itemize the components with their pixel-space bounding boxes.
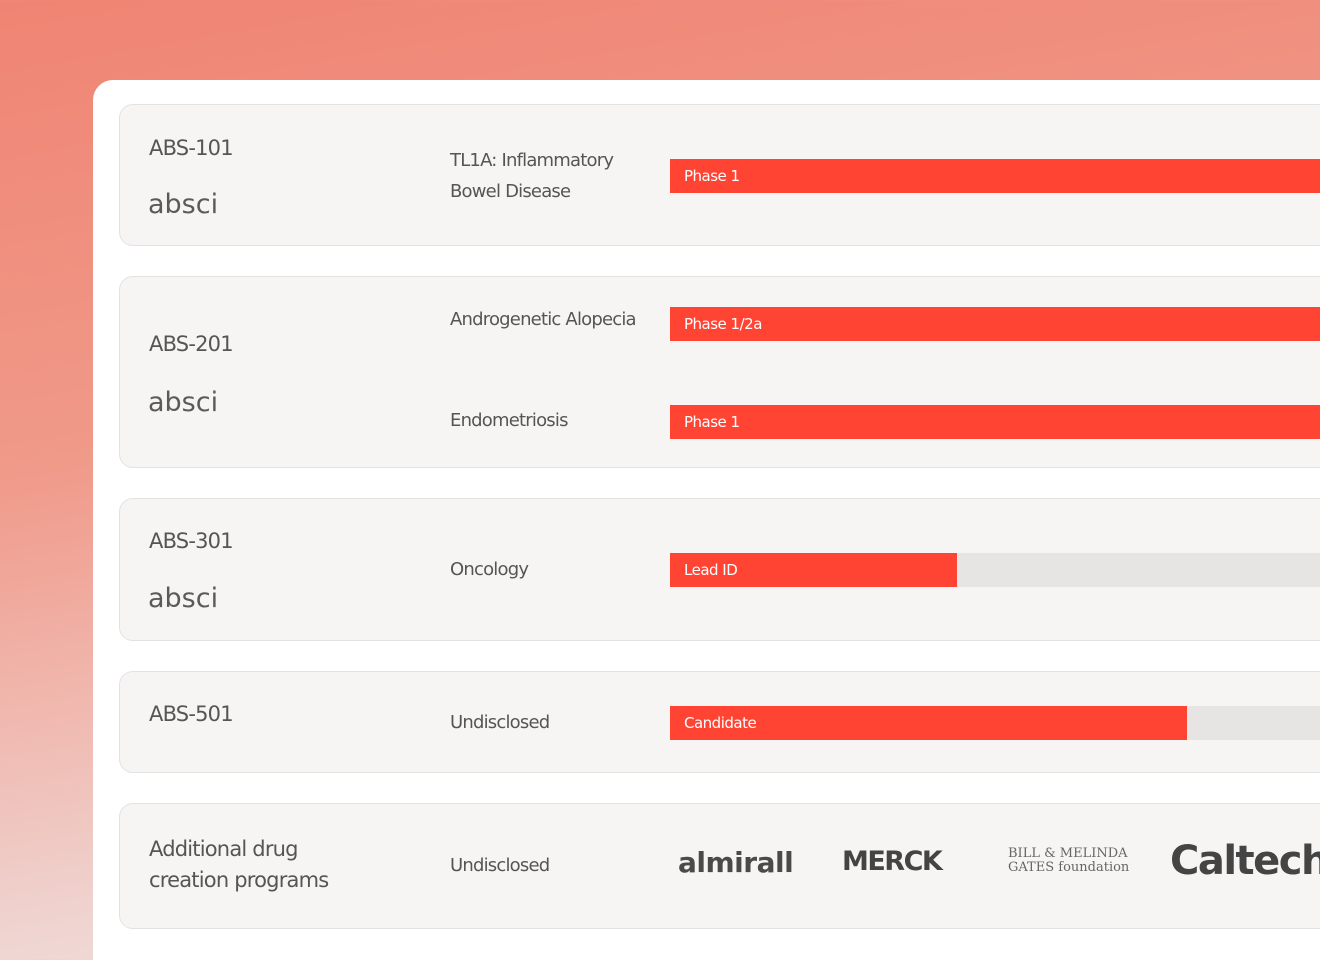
indication: Undisclosed bbox=[450, 712, 550, 733]
phase-bar: Phase 1/2a bbox=[670, 307, 1320, 341]
indication: TL1A: Inflammatory Bowel Disease bbox=[450, 150, 614, 202]
progress-track: Lead ID bbox=[670, 553, 1320, 587]
partner-logo: almirall bbox=[678, 846, 794, 879]
program-name: ABS-301 bbox=[149, 529, 234, 553]
program-card: ABS-301 absci Oncology Lead ID bbox=[119, 498, 1320, 641]
partner-logo: Caltech bbox=[1170, 838, 1320, 884]
progress-track: Phase 1 bbox=[670, 405, 1320, 439]
partner-logo: MERCK bbox=[842, 846, 943, 877]
program-card: ABS-101 absci TL1A: Inflammatory Bowel Dis… bbox=[119, 104, 1320, 246]
phase-bar: Lead ID bbox=[670, 553, 957, 587]
progress-track: Phase 1/2a bbox=[670, 307, 1320, 341]
program-card: ABS-501 Undisclosed Candidate bbox=[119, 671, 1320, 773]
progress-track: Phase 1 bbox=[670, 159, 1320, 193]
indication: Androgenetic Alopecia bbox=[450, 309, 637, 330]
program-card: Additional drug creation programs Undiscl… bbox=[119, 803, 1320, 929]
program-name: ABS-201 bbox=[149, 332, 234, 356]
phase-bar: Phase 1 bbox=[670, 159, 1320, 193]
indication: Endometriosis bbox=[450, 410, 568, 431]
program-card: ABS-201 absci Androgenetic Alopecia Phase 1… bbox=[119, 276, 1320, 468]
indication: Undisclosed bbox=[450, 855, 550, 876]
company-logo: absci bbox=[148, 189, 219, 220]
progress-track: Candidate bbox=[670, 706, 1320, 740]
phase-bar: Phase 1 bbox=[670, 405, 1320, 439]
program-name: ABS-101 bbox=[149, 136, 234, 160]
partner-logo: BILL & MELINDA GATES foundation bbox=[1008, 846, 1130, 875]
company-logo: absci bbox=[148, 387, 219, 418]
program-name: ABS-501 bbox=[149, 702, 234, 726]
phase-bar: Candidate bbox=[670, 706, 1187, 740]
program-name: Additional drug creation programs bbox=[149, 837, 329, 892]
company-logo: absci bbox=[148, 583, 219, 614]
indication: Oncology bbox=[450, 559, 529, 580]
